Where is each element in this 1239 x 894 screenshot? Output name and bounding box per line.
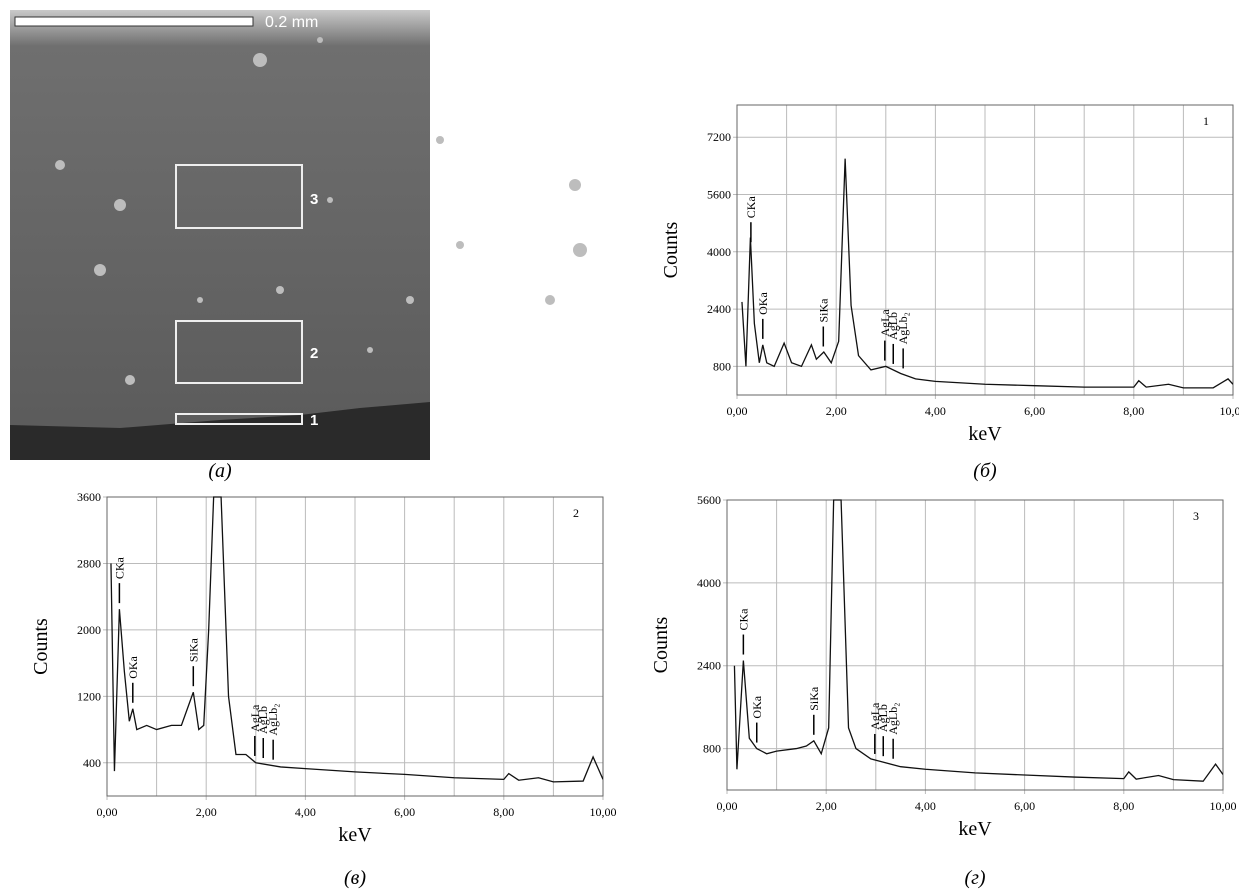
region-label: 3: [310, 191, 318, 208]
y-tick-label: 4000: [697, 576, 721, 590]
spectrum-line: [741, 158, 1233, 389]
annotation: CKa: [736, 608, 750, 631]
annotation: CKa: [744, 196, 758, 219]
annotation: AgLa: [248, 704, 262, 732]
x-tick-label: 10,00: [1210, 799, 1237, 813]
x-tick-label: 10,00: [590, 805, 617, 819]
panel-label: 1: [1203, 114, 1209, 128]
plot-frame: [736, 104, 1234, 396]
caption: (г): [964, 867, 985, 889]
y-axis-label: Counts: [660, 221, 682, 278]
annotation: SiKa: [807, 686, 821, 711]
x-axis-label: keV: [968, 423, 1002, 445]
caption: (б): [973, 460, 997, 482]
annotation: AgLa: [878, 309, 892, 337]
y-tick-label: 3600: [77, 490, 101, 504]
y-tick-label: 2800: [77, 556, 101, 570]
panel-label: 2: [573, 506, 579, 520]
x-tick-label: 0,00: [97, 805, 118, 819]
x-tick-label: 10,00: [1220, 404, 1239, 418]
panel-label: 3: [1193, 509, 1199, 523]
x-tick-label: 2,00: [816, 799, 837, 813]
annotation: OKa: [756, 292, 770, 315]
annotation: SiKa: [186, 638, 200, 663]
y-axis-label: Counts: [30, 618, 52, 675]
annotation: AgLa: [868, 702, 882, 730]
annotation: OKa: [126, 655, 140, 678]
x-tick-label: 4,00: [915, 799, 936, 813]
scale-label: 0.2 mm: [265, 14, 318, 31]
y-tick-label: 400: [83, 756, 101, 770]
spectrum-line: [110, 496, 603, 783]
x-tick-label: 2,00: [826, 404, 847, 418]
x-tick-label: 8,00: [1113, 799, 1134, 813]
x-tick-label: 8,00: [1123, 404, 1144, 418]
caption: (а): [208, 460, 232, 482]
y-tick-label: 5600: [697, 493, 721, 507]
annotation: OKa: [750, 695, 764, 718]
annotation: AgLb₂: [886, 703, 900, 735]
x-tick-label: 4,00: [295, 805, 316, 819]
y-tick-label: 2400: [707, 302, 731, 316]
x-tick-label: 0,00: [727, 404, 748, 418]
plot-frame: [726, 499, 1224, 791]
x-tick-label: 8,00: [493, 805, 514, 819]
plot-frame: [106, 496, 604, 797]
x-tick-label: 6,00: [394, 805, 415, 819]
x-axis-label: keV: [338, 824, 372, 846]
x-tick-label: 4,00: [925, 404, 946, 418]
spectrum-line: [733, 499, 1223, 782]
y-tick-label: 5600: [707, 188, 731, 202]
x-tick-label: 0,00: [717, 799, 738, 813]
y-tick-label: 2400: [697, 659, 721, 673]
annotation: AgLb: [886, 312, 900, 340]
annotation: AgLb₂: [266, 703, 280, 735]
annotation: SiKa: [816, 298, 830, 323]
y-tick-label: 1200: [77, 689, 101, 703]
y-tick-label: 800: [713, 359, 731, 373]
sem-image: 0.2 mm 1 2 3: [10, 10, 587, 460]
y-axis-label: Counts: [650, 616, 672, 673]
annotation: AgLb: [876, 704, 890, 732]
x-tick-label: 6,00: [1024, 404, 1045, 418]
annotation: CKa: [112, 556, 126, 579]
x-tick-label: 6,00: [1014, 799, 1035, 813]
y-tick-label: 800: [703, 742, 721, 756]
x-axis-label: keV: [958, 818, 992, 840]
y-tick-label: 4000: [707, 245, 731, 259]
region-label: 2: [310, 345, 318, 362]
y-tick-label: 7200: [707, 130, 731, 144]
annotation: AgLb: [256, 706, 270, 734]
x-tick-label: 2,00: [196, 805, 217, 819]
region-label: 1: [310, 412, 318, 429]
y-tick-label: 2000: [77, 623, 101, 637]
annotation: AgLb₂: [896, 312, 910, 344]
caption: (в): [344, 867, 366, 889]
